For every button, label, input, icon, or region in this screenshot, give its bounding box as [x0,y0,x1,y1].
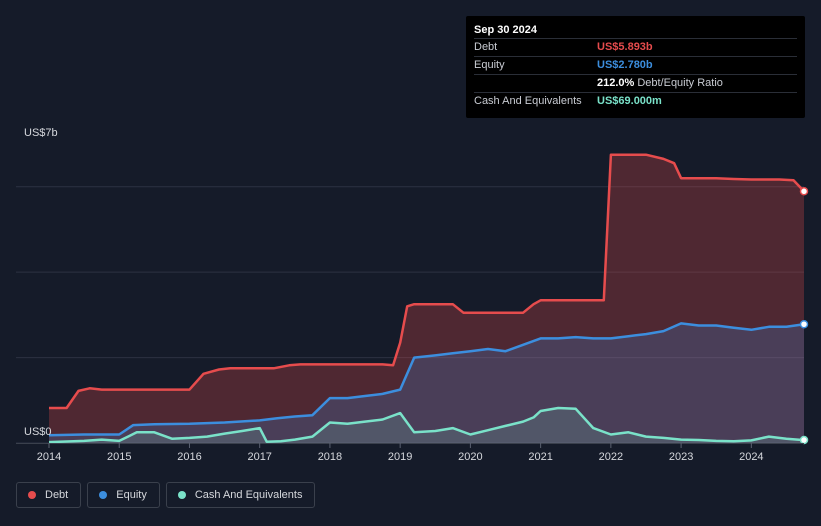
tooltip-sub-ratio: Debt/Equity Ratio [637,77,723,89]
tooltip-row-ratio: 212.0% Debt/Equity Ratio [474,74,797,92]
tooltip-label-ratio [474,75,597,92]
line-cash-and-equivalents [48,406,805,444]
tooltip-value-cash: US$69.000m [597,95,662,107]
x-tick-label: 2018 [318,451,342,463]
area-debt [49,154,804,443]
y-axis-top-label: US$7b [24,127,58,139]
x-tick-label: 2014 [37,451,61,463]
legend-label-debt: Debt [45,489,69,501]
endpoint-cash-and-equivalents [799,435,809,445]
tooltip-row-cash: Cash And Equivalents US$69.000m [474,92,797,110]
tooltip-value-debt: US$5.893b [597,41,653,53]
line-debt [49,153,805,410]
line-equity [48,322,805,437]
tooltip-value-ratio: 212.0% [597,77,635,89]
chart-legend: Debt Equity Cash And Equivalents [16,482,316,508]
tooltip-row-equity: Equity US$2.780b [474,56,797,74]
tooltip-label-debt: Debt [474,41,498,53]
tooltip-date: Sep 30 2024 [474,24,537,36]
legend-item-cash[interactable]: Cash And Equivalents [165,482,316,508]
data-tooltip: Sep 30 2024 Debt US$5.893b Equity US$2.7… [466,16,805,118]
x-tick-label: 2019 [388,451,412,463]
x-tick-label: 2021 [528,451,552,463]
x-tick-label: 2023 [669,451,693,463]
legend-dot-equity [99,491,108,499]
legend-label-equity: Equity [116,489,147,501]
endpoint-equity [799,320,809,329]
x-axis: 2014 2015 2016 2017 2018 2019 2020 2021 2022 2023… [16,443,804,463]
x-tick-label: 2024 [739,451,763,463]
legend-dot-debt [28,491,36,499]
legend-item-debt[interactable]: Debt [16,482,82,508]
tooltip-label-equity: Equity [474,59,505,71]
legend-dot-cash [177,491,186,499]
series-areas [49,154,804,443]
x-tick-label: 2015 [107,451,131,463]
x-tick-label: 2020 [458,451,482,463]
tooltip-row-debt: Debt US$5.893b [474,38,797,56]
tooltip-label-cash: Cash And Equivalents [474,95,582,107]
legend-label-cash: Cash And Equivalents [194,489,303,501]
series-lines [48,153,809,445]
tooltip-value-equity: US$2.780b [597,59,653,71]
y-axis-bottom-label: US$0 [24,426,52,438]
endpoint-debt [799,187,809,196]
area-equity [49,323,804,443]
x-tick-label: 2022 [599,451,623,463]
x-tick-label: 2017 [247,451,271,463]
legend-item-equity[interactable]: Equity [87,482,160,508]
x-tick-label: 2016 [177,451,201,463]
